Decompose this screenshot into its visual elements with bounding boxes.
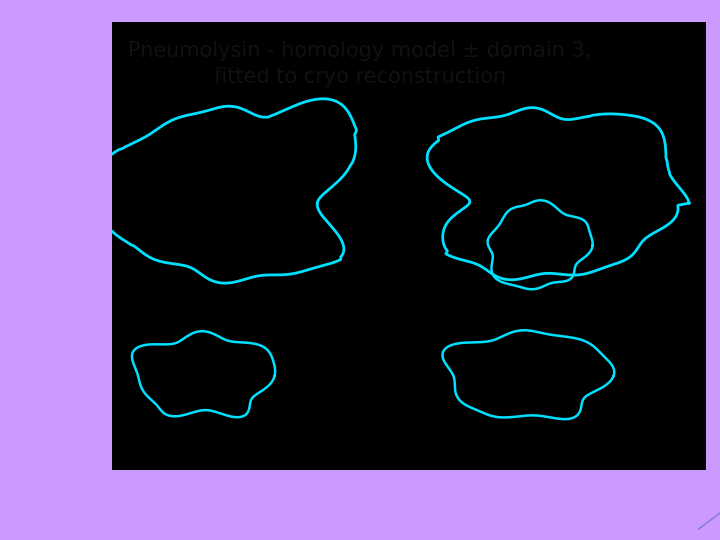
Polygon shape xyxy=(132,331,275,417)
Text: Pneumolysin - homology model ± domain 3,: Pneumolysin - homology model ± domain 3, xyxy=(128,41,592,62)
Polygon shape xyxy=(487,200,593,289)
Polygon shape xyxy=(99,99,356,283)
Bar xyxy=(112,22,706,470)
Polygon shape xyxy=(443,330,614,419)
Text: fitted to cryo reconstruction: fitted to cryo reconstruction xyxy=(214,67,506,87)
Polygon shape xyxy=(427,107,689,280)
